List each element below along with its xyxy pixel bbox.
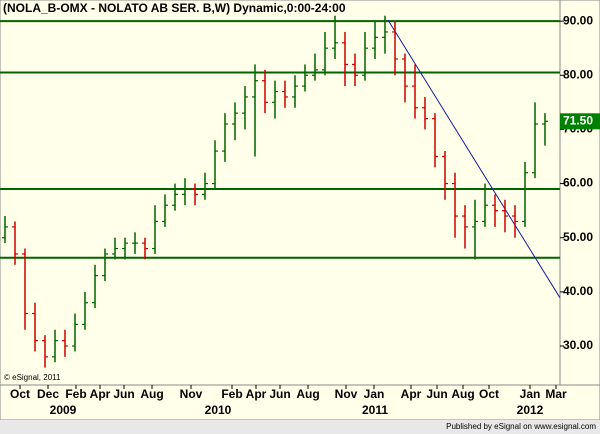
x-tick-label: Aug [451, 387, 474, 401]
x-tick-label: Jun [426, 387, 447, 401]
footer-bar [0, 420, 600, 434]
x-tick-label: Jan [520, 387, 541, 401]
x-axis-area [0, 384, 600, 421]
x-tick-label: Oct [479, 387, 499, 401]
y-tick-label: 50.00 [563, 230, 593, 244]
x-tick-label: Nov [180, 387, 203, 401]
year-label: 2009 [50, 403, 77, 417]
year-label: 2012 [517, 403, 544, 417]
y-tick-label: 80.00 [563, 67, 593, 81]
last-price-label: 71.50 [563, 113, 593, 127]
x-tick-label: Dec [37, 387, 59, 401]
plot-layer [0, 15, 561, 368]
x-tick-label: Jan [364, 387, 385, 401]
copyright: © eSignal, 2011 [4, 373, 61, 382]
x-tick-label: Aug [296, 387, 319, 401]
x-tick-label: Apr [246, 387, 267, 401]
x-tick-label: Jun [269, 387, 290, 401]
year-label: 2011 [362, 403, 388, 417]
plot-area [0, 0, 561, 386]
x-tick-label: Oct [10, 387, 30, 401]
x-tick-label: Apr [401, 387, 422, 401]
x-tick-label: Mar [545, 387, 567, 401]
footer: Published by eSignal on www.esignal.com [446, 422, 596, 431]
y-tick-label: 60.00 [563, 176, 593, 190]
chart-title: (NOLA_B-OMX - NOLATO AB SER. B,W) Dynami… [3, 1, 346, 15]
x-tick-label: Jun [113, 387, 134, 401]
x-tick-label: Nov [335, 387, 358, 401]
last-price-box [560, 113, 600, 130]
trendline [387, 19, 561, 299]
y-tick-label: 40.00 [563, 284, 593, 298]
x-tick-label: Feb [65, 387, 86, 401]
x-tick-label: Aug [140, 387, 163, 401]
x-tick-label: Feb [221, 387, 242, 401]
y-tick-label: 90.00 [563, 13, 593, 27]
y-axis-area [559, 0, 600, 386]
y-tick-label: 30.00 [563, 338, 593, 352]
year-label: 2010 [205, 403, 232, 417]
x-tick-label: Apr [90, 387, 111, 401]
